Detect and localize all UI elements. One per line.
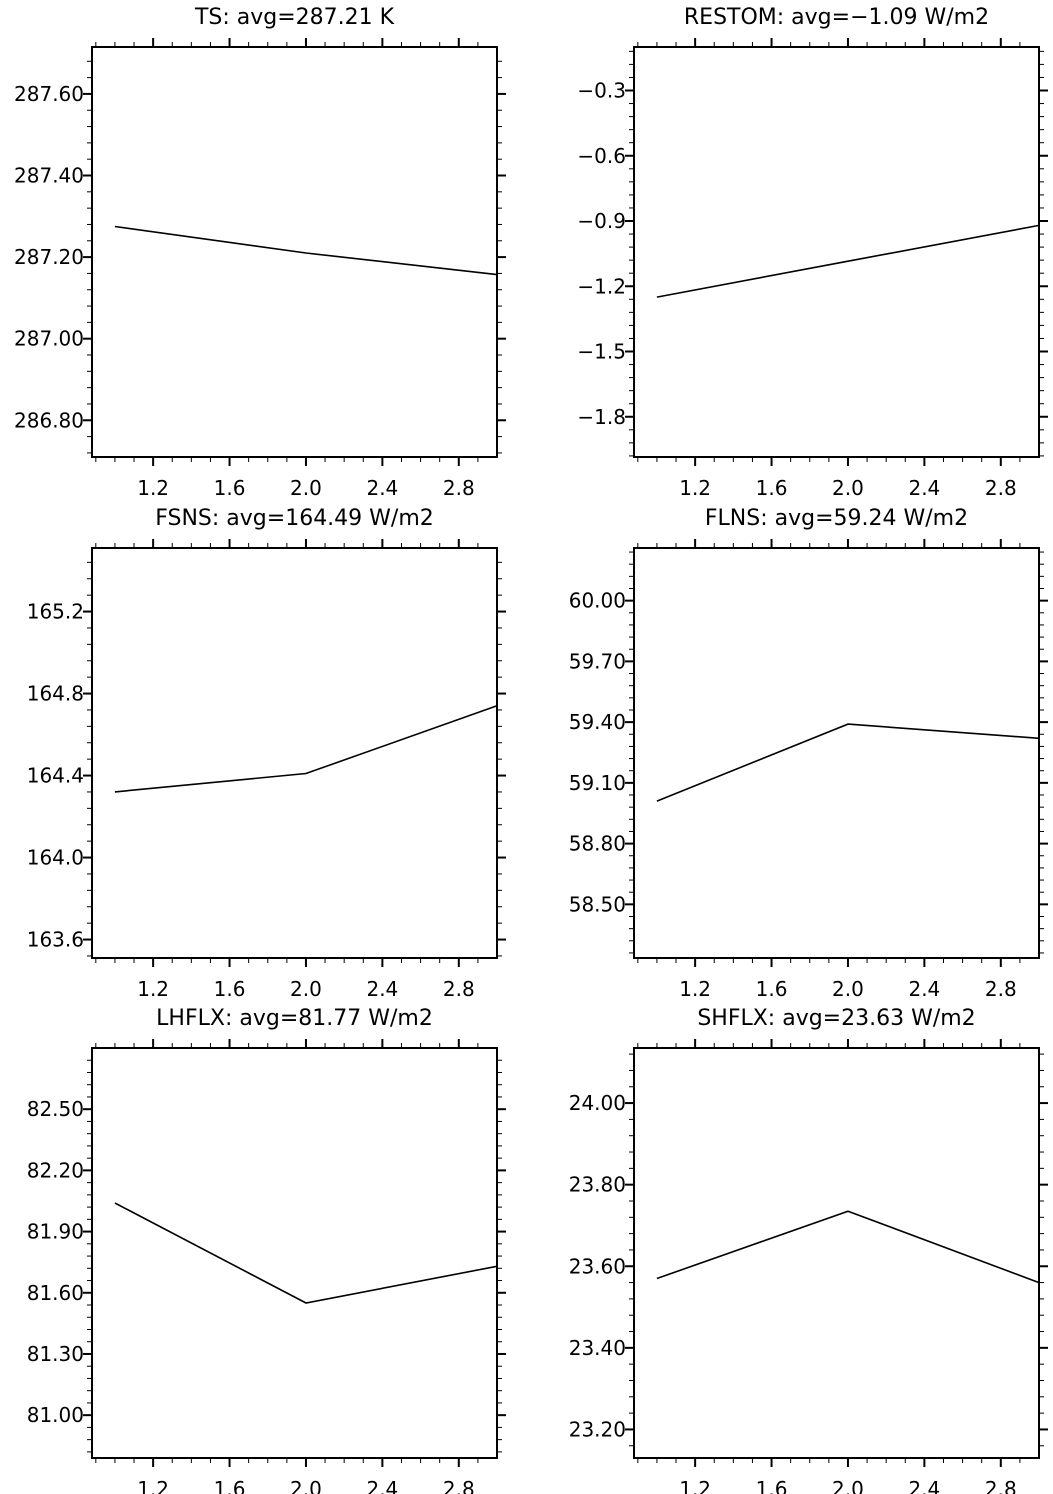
- y-tick-label: −1.8: [577, 405, 626, 429]
- y-tick-label: −0.3: [577, 79, 626, 103]
- x-tick-label: 2.0: [290, 977, 322, 1001]
- plot-frame: [91, 46, 498, 458]
- y-tick-label: 59.40: [569, 710, 626, 734]
- x-tick-label: 2.8: [443, 476, 475, 500]
- x-tick-label: 2.0: [290, 1477, 322, 1494]
- y-tick-label: 165.2: [27, 600, 84, 624]
- panel-title: FLNS: avg=59.24 W/m2: [705, 506, 968, 531]
- x-tick-label: 1.6: [214, 977, 246, 1001]
- x-tick-label: 2.0: [832, 476, 864, 500]
- y-tick-label: 81.90: [27, 1220, 84, 1244]
- y-tick-label: 164.0: [27, 846, 84, 870]
- y-tick-label: 164.8: [27, 682, 84, 706]
- x-tick-label: 1.2: [679, 476, 711, 500]
- plot-frame: [633, 46, 1040, 458]
- panel-6: SHFLX: avg=23.63 W/m2 1.2 1.6 2.0 2.4 2.8 23.2…: [569, 1006, 1048, 1494]
- x-tick-label: 2.4: [366, 1477, 398, 1494]
- y-tick-label: −1.5: [577, 340, 626, 364]
- x-tick-label: 2.0: [832, 1477, 864, 1494]
- x-tick-label: 2.8: [985, 977, 1017, 1001]
- y-tick-label: 287.40: [14, 164, 84, 188]
- x-tick-label: 1.6: [214, 476, 246, 500]
- y-tick-label: 81.60: [27, 1281, 84, 1305]
- panel-title: TS: avg=287.21 K: [194, 5, 395, 30]
- panel-4: FLNS: avg=59.24 W/m2 1.2 1.6 2.0 2.4 2.8 58.50…: [569, 506, 1048, 1001]
- y-tick-label: 23.40: [569, 1336, 626, 1360]
- y-tick-label: 286.80: [14, 408, 84, 432]
- x-tick-label: 1.6: [756, 1477, 788, 1494]
- panel-title: SHFLX: avg=23.63 W/m2: [697, 1006, 975, 1031]
- y-tick-label: 82.50: [27, 1097, 84, 1121]
- y-tick-label: −0.9: [577, 209, 626, 233]
- x-tick-label: 1.6: [214, 1477, 246, 1494]
- y-tick-label: 23.60: [569, 1254, 626, 1278]
- x-tick-label: 2.8: [985, 476, 1017, 500]
- y-tick-label: 23.20: [569, 1417, 626, 1441]
- x-tick-label: 2.4: [366, 476, 398, 500]
- x-tick-label: 2.0: [290, 476, 322, 500]
- panel-1: TS: avg=287.21 K 1.2 1.6 2.0 2.4 2.8 286.80 287…: [14, 5, 506, 500]
- y-tick-label: 81.30: [27, 1342, 84, 1366]
- y-tick-label: −1.2: [577, 274, 626, 298]
- x-tick-label: 2.4: [908, 1477, 940, 1494]
- y-tick-label: 58.80: [569, 832, 626, 856]
- plot-frame: [633, 1047, 1040, 1459]
- plot-frame: [91, 547, 498, 959]
- series-line: [114, 1202, 498, 1304]
- y-tick-label: 81.00: [27, 1403, 84, 1427]
- x-tick-label: 2.8: [443, 1477, 475, 1494]
- x-tick-label: 2.4: [908, 977, 940, 1001]
- x-tick-label: 2.0: [832, 977, 864, 1001]
- y-tick-label: 60.00: [569, 589, 626, 613]
- panel-2: RESTOM: avg=−1.09 W/m2 1.2 1.6 2.0 2.4 2.8 −1.…: [577, 5, 1048, 500]
- y-tick-label: 287.00: [14, 327, 84, 351]
- x-tick-label: 1.2: [679, 977, 711, 1001]
- y-tick-label: 24.00: [569, 1091, 626, 1115]
- y-tick-label: 23.80: [569, 1173, 626, 1197]
- panel-title: FSNS: avg=164.49 W/m2: [155, 506, 434, 531]
- y-tick-label: 287.60: [14, 82, 84, 106]
- series-line: [656, 224, 1040, 298]
- panel-title: RESTOM: avg=−1.09 W/m2: [684, 5, 989, 30]
- y-tick-label: 163.6: [27, 928, 84, 952]
- x-tick-label: 2.8: [443, 977, 475, 1001]
- series-line: [114, 705, 498, 793]
- x-tick-label: 1.2: [137, 476, 169, 500]
- plot-frame: [633, 547, 1040, 959]
- x-tick-label: 1.6: [756, 977, 788, 1001]
- x-tick-label: 1.6: [756, 476, 788, 500]
- x-tick-label: 1.2: [137, 1477, 169, 1494]
- series-line: [656, 723, 1040, 802]
- series-line: [656, 1210, 1040, 1284]
- x-tick-label: 1.2: [679, 1477, 711, 1494]
- y-tick-label: 59.10: [569, 771, 626, 795]
- series-line: [114, 225, 498, 276]
- plot-frame: [91, 1047, 498, 1459]
- y-tick-label: 58.50: [569, 892, 626, 916]
- panel-3: FSNS: avg=164.49 W/m2 1.2 1.6 2.0 2.4 2.8 163.…: [27, 506, 506, 1001]
- y-tick-label: 287.20: [14, 245, 84, 269]
- x-tick-label: 2.8: [985, 1477, 1017, 1494]
- y-tick-label: 82.20: [27, 1158, 84, 1182]
- x-tick-label: 2.4: [366, 977, 398, 1001]
- x-tick-label: 1.2: [137, 977, 169, 1001]
- panel-5: LHFLX: avg=81.77 W/m2 1.2 1.6 2.0 2.4 2.8 81.0…: [27, 1006, 506, 1494]
- y-tick-label: 164.4: [27, 764, 84, 788]
- y-tick-label: 59.70: [569, 649, 626, 673]
- x-tick-label: 2.4: [908, 476, 940, 500]
- panel-title: LHFLX: avg=81.77 W/m2: [156, 1006, 433, 1031]
- y-tick-label: −0.6: [577, 144, 626, 168]
